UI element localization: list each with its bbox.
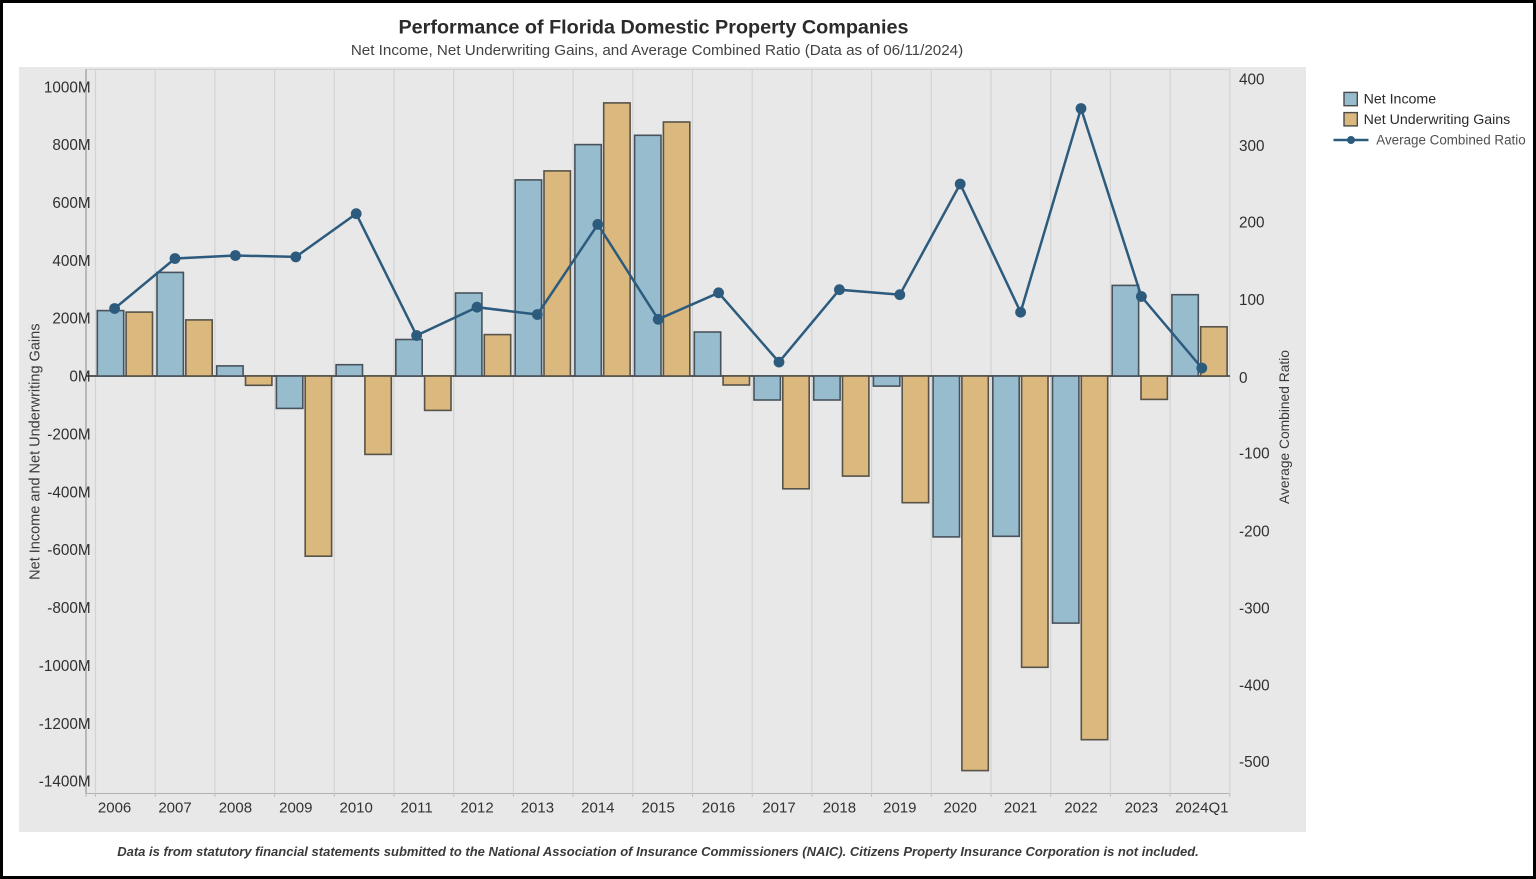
svg-text:400M: 400M: [52, 253, 90, 270]
svg-text:300: 300: [1239, 138, 1265, 155]
svg-text:2020: 2020: [944, 800, 977, 817]
svg-text:-600M: -600M: [47, 542, 90, 559]
svg-text:100: 100: [1239, 292, 1265, 309]
svg-text:400: 400: [1239, 72, 1265, 89]
svg-text:-200: -200: [1239, 524, 1270, 541]
svg-text:2007: 2007: [158, 800, 191, 817]
svg-text:2014: 2014: [581, 800, 614, 817]
svg-text:2008: 2008: [219, 800, 252, 817]
svg-text:2022: 2022: [1064, 800, 1097, 817]
svg-text:2011: 2011: [400, 800, 432, 817]
svg-text:-500: -500: [1239, 754, 1270, 771]
svg-text:-300: -300: [1239, 601, 1270, 618]
svg-text:2010: 2010: [340, 800, 373, 817]
svg-text:2012: 2012: [460, 800, 493, 817]
svg-text:-400: -400: [1239, 678, 1270, 695]
svg-text:-200M: -200M: [47, 427, 90, 444]
svg-text:2019: 2019: [883, 800, 916, 817]
svg-text:-1200M: -1200M: [39, 716, 91, 733]
svg-text:Average Combined Ratio: Average Combined Ratio: [1277, 350, 1292, 504]
svg-text:Net Income, Net Underwriting G: Net Income, Net Underwriting Gains, and …: [351, 42, 963, 59]
svg-text:-1400M: -1400M: [39, 774, 91, 791]
svg-text:Net Underwriting Gains: Net Underwriting Gains: [1364, 112, 1511, 128]
svg-text:-400M: -400M: [47, 484, 90, 501]
svg-text:2021: 2021: [1004, 800, 1037, 817]
svg-text:2017: 2017: [762, 800, 795, 817]
svg-text:2023: 2023: [1125, 800, 1158, 817]
svg-text:2024Q1: 2024Q1: [1175, 800, 1228, 817]
svg-text:200M: 200M: [52, 311, 90, 328]
svg-text:2016: 2016: [702, 800, 735, 817]
svg-text:2015: 2015: [642, 800, 675, 817]
svg-text:2018: 2018: [823, 800, 856, 817]
svg-text:0: 0: [1239, 370, 1248, 387]
svg-text:1000M: 1000M: [44, 79, 91, 96]
svg-text:Performance of Florida Domesti: Performance of Florida Domestic Property…: [398, 17, 908, 39]
svg-text:Data is from statutory financi: Data is from statutory financial stateme…: [117, 844, 1199, 859]
svg-text:-100: -100: [1239, 446, 1270, 463]
svg-text:0M: 0M: [69, 369, 90, 386]
svg-text:Average Combined Ratio: Average Combined Ratio: [1376, 133, 1525, 148]
svg-text:-1000M: -1000M: [39, 658, 91, 675]
svg-text:Net Income and Net Underwritin: Net Income and Net Underwriting Gains: [27, 324, 43, 580]
svg-text:800M: 800M: [52, 137, 90, 154]
svg-text:-800M: -800M: [47, 600, 90, 617]
svg-text:200: 200: [1239, 215, 1265, 232]
svg-text:2009: 2009: [279, 800, 312, 817]
svg-text:Net Income: Net Income: [1364, 92, 1437, 108]
svg-text:2013: 2013: [521, 800, 554, 817]
svg-text:600M: 600M: [52, 195, 90, 212]
svg-text:2006: 2006: [98, 800, 131, 817]
